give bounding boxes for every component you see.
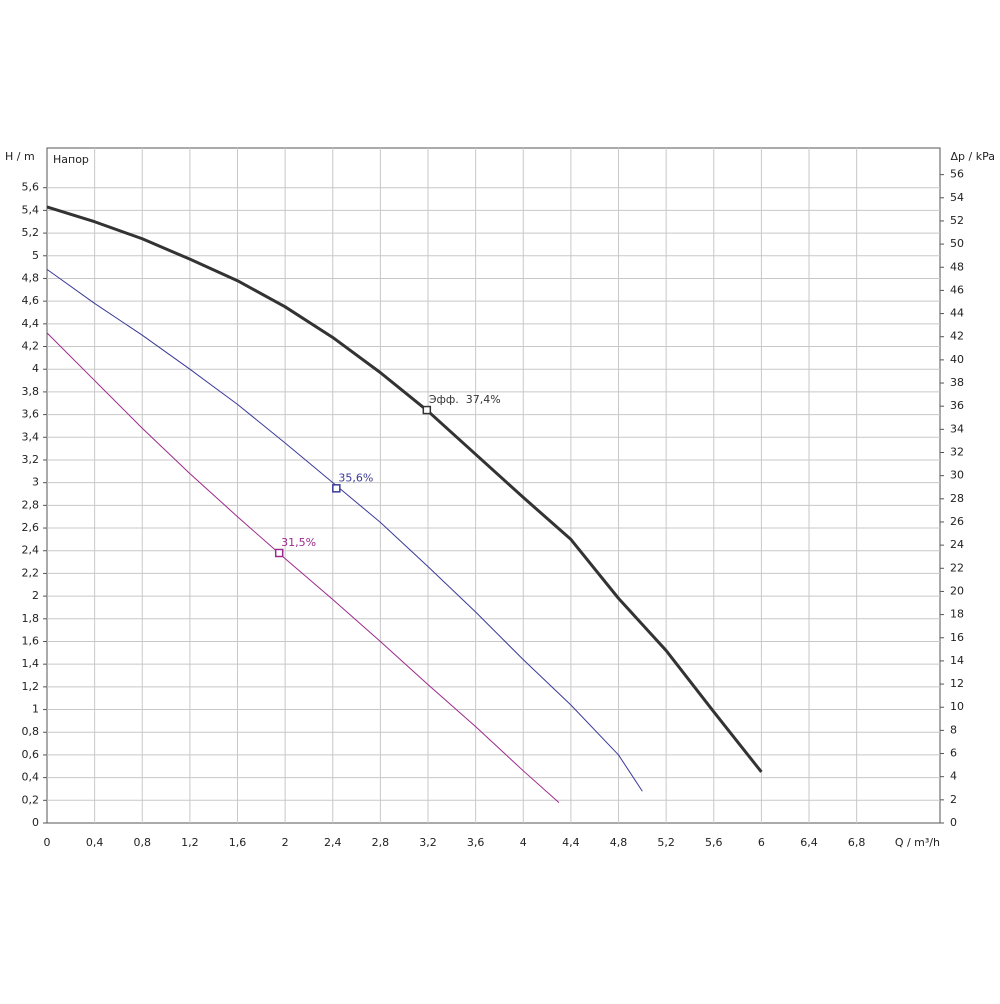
efficiency-marker [422, 405, 432, 415]
y2-tick-label: 46 [950, 283, 964, 296]
x-tick-label: 4,4 [562, 836, 580, 849]
x-tick-label: 6,8 [848, 836, 866, 849]
y2-tick-label: 50 [950, 237, 964, 250]
y2-tick-label: 40 [950, 353, 964, 366]
y-tick-label: 4,6 [22, 294, 40, 307]
y-tick-label: 4,2 [22, 340, 40, 353]
x-tick-label: 3,2 [419, 836, 437, 849]
x-tick-label: 5,2 [657, 836, 675, 849]
y2-axis-label: Δp / kPa [951, 150, 995, 163]
efficiency-marker [274, 548, 284, 558]
x-tick-label: 5,6 [705, 836, 723, 849]
x-tick-label: 4,8 [610, 836, 628, 849]
y-tick-label: 1,8 [22, 612, 40, 625]
y2-tick-label: 20 [950, 584, 964, 597]
x-tick-label: 1,6 [229, 836, 247, 849]
y2-tick-label: 44 [950, 307, 964, 320]
legend-text: Напор [53, 153, 89, 166]
y2-tick-label: 38 [950, 376, 964, 389]
y-tick-label: 2,4 [22, 544, 40, 557]
y2-tick-label: 24 [950, 538, 964, 551]
y2-tick-label: 56 [950, 168, 964, 181]
y-tick-label: 1 [32, 703, 39, 716]
x-tick-label: 6 [758, 836, 765, 849]
efficiency-marker [332, 484, 341, 493]
y-tick-label: 2,2 [22, 566, 40, 579]
efficiency-label: 35,6% [338, 471, 373, 484]
y-tick-label: 3,8 [22, 385, 40, 398]
y-tick-label: 4,8 [22, 271, 40, 284]
pump-curve [46, 205, 763, 773]
y-tick-label: 3 [32, 476, 39, 489]
y-tick-label: 0,6 [22, 748, 40, 761]
y2-tick-label: 34 [950, 422, 964, 435]
x-tick-label: 3,6 [467, 836, 485, 849]
efficiency-label: 31,5% [281, 536, 316, 549]
x-tick-label: 6,4 [800, 836, 818, 849]
y-tick-label: 4 [32, 362, 39, 375]
x-axis-label: Q / m³/h [895, 836, 940, 849]
x-tick-label: 2 [282, 836, 289, 849]
y2-tick-label: 36 [950, 399, 964, 412]
y2-tick-label: 2 [950, 793, 957, 806]
plot-frame [46, 147, 941, 824]
y2-tick-label: 16 [950, 631, 964, 644]
x-tick-label: 0,8 [134, 836, 152, 849]
y-tick-label: 5,6 [22, 181, 40, 194]
y2-tick-label: 14 [950, 654, 964, 667]
y-tick-label: 2,8 [22, 498, 40, 511]
pump-curve [46, 332, 560, 803]
y-tick-label: 0,2 [22, 793, 40, 806]
y-tick-label: 4,4 [22, 317, 40, 330]
efficiency-label: Эфф. 37,4% [429, 393, 501, 406]
y2-tick-label: 4 [950, 770, 957, 783]
y2-tick-label: 42 [950, 330, 964, 343]
y2-tick-label: 8 [950, 723, 957, 736]
y2-tick-label: 26 [950, 515, 964, 528]
x-tick-label: 0 [44, 836, 51, 849]
y2-tick-label: 52 [950, 214, 964, 227]
x-tick-label: 0,4 [86, 836, 104, 849]
y-tick-label: 1,4 [22, 657, 40, 670]
y-tick-label: 3,6 [22, 408, 40, 421]
legend-box [49, 151, 101, 169]
x-tick-label: 4 [520, 836, 527, 849]
y-tick-label: 2,6 [22, 521, 40, 534]
y2-tick-label: 48 [950, 260, 964, 273]
y-tick-label: 3,4 [22, 430, 40, 443]
y2-tick-label: 28 [950, 492, 964, 505]
y2-tick-label: 32 [950, 446, 964, 459]
y-tick-label: 5 [32, 249, 39, 262]
y-tick-label: 0,4 [22, 771, 40, 784]
y-tick-label: 0,8 [22, 725, 40, 738]
y2-tick-label: 10 [950, 700, 964, 713]
y-tick-label: 3,2 [22, 453, 40, 466]
y2-tick-label: 18 [950, 608, 964, 621]
y2-tick-label: 12 [950, 677, 964, 690]
x-tick-label: 2,4 [324, 836, 342, 849]
y-tick-label: 5,2 [22, 226, 40, 239]
y-tick-label: 5,4 [22, 203, 40, 216]
y2-tick-label: 6 [950, 747, 957, 760]
y-tick-label: 1,6 [22, 634, 40, 647]
y-axis-label: H / m [5, 150, 35, 163]
y-tick-label: 2 [32, 589, 39, 602]
x-tick-label: 1,2 [181, 836, 199, 849]
x-tick-label: 2,8 [372, 836, 390, 849]
y2-tick-label: 0 [950, 816, 957, 829]
y-tick-label: 0 [32, 816, 39, 829]
pump-curve [46, 268, 643, 792]
y2-tick-label: 22 [950, 561, 964, 574]
y-tick-label: 1,2 [22, 680, 40, 693]
y2-tick-label: 54 [950, 191, 964, 204]
y2-tick-label: 30 [950, 469, 964, 482]
